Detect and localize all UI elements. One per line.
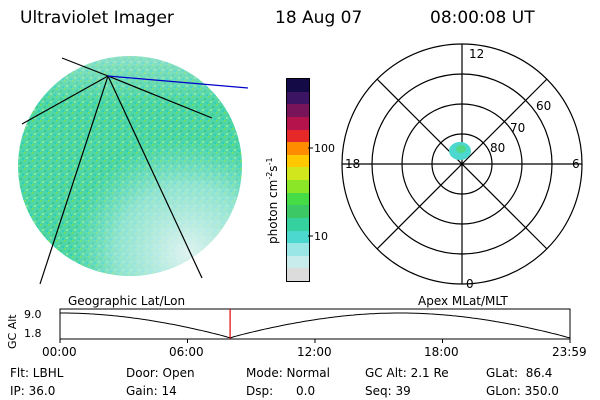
glon-info: GLon: 350.0 xyxy=(486,384,559,398)
colorbar-segment xyxy=(287,116,309,130)
alt-max-label: 9.0 xyxy=(24,308,42,321)
colorbar-segment xyxy=(287,91,309,105)
gain-info: Gain: 14 xyxy=(126,384,177,398)
time-label: 08:00:08 UT xyxy=(430,8,535,28)
colorbar-segment xyxy=(287,192,309,206)
altitude-timeline: GC Alt 9.0 1.8 xyxy=(6,308,571,349)
mlt-label-12: 12 xyxy=(469,47,484,61)
colorbar-tick-100: 100 xyxy=(314,142,335,155)
colorbar-segment xyxy=(287,142,309,155)
mlt-label-6: 6 xyxy=(572,157,580,171)
track-line xyxy=(107,75,249,89)
colorbar-segment xyxy=(287,205,309,218)
geographic-image xyxy=(18,56,249,285)
colorbar-segment xyxy=(287,230,309,244)
app-title: Ultraviolet Imager xyxy=(20,8,174,28)
unit-exp1: -2 xyxy=(265,172,274,180)
tick-0600: 06:00 xyxy=(169,345,204,359)
lat-label-70: 70 xyxy=(510,121,525,135)
mode-info: Mode: Normal xyxy=(246,366,330,380)
ip-info: IP: 36.0 xyxy=(10,384,56,398)
lat-label-80: 80 xyxy=(490,141,505,155)
colorbar-segment xyxy=(287,268,309,281)
mlt-line-diag-2 xyxy=(376,78,548,250)
dsp-info: Dsp: 0.0 xyxy=(246,384,316,398)
colorbar-tick-10: 10 xyxy=(314,230,328,243)
colorbar-segment xyxy=(287,255,309,269)
gc-alt-axis-title: GC Alt xyxy=(6,314,19,349)
colorbar-segment xyxy=(287,104,309,117)
unit-mid: s xyxy=(266,165,280,171)
svg-text:photon cm-2s-1: photon cm-2s-1 xyxy=(265,157,280,244)
unit-base: photon cm xyxy=(266,180,280,244)
geographic-label: Geographic Lat/Lon xyxy=(68,294,186,308)
colorbar xyxy=(286,78,310,282)
colorbar-segment xyxy=(287,180,309,193)
glat-info: GLat: 86.4 xyxy=(486,366,553,380)
colorbar-segment xyxy=(287,243,309,256)
altitude-curve xyxy=(60,312,571,339)
lat-label-60: 60 xyxy=(536,99,551,113)
auroral-patch-core xyxy=(456,145,466,153)
unit-exp2: -1 xyxy=(265,157,274,165)
seq-info: Seq: 39 xyxy=(365,384,411,398)
colorbar-segment xyxy=(287,154,309,168)
colorbar-ticks: 100 10 xyxy=(308,142,335,243)
uv-disk xyxy=(18,56,242,276)
colorbar-unit-label: photon cm-2s-1 xyxy=(265,157,280,244)
tick-2359: 23:59 xyxy=(552,345,587,359)
timeline-frame xyxy=(59,308,571,340)
geo-grid-lines xyxy=(21,57,213,285)
date-label: 18 Aug 07 xyxy=(275,8,363,28)
polar-plot: 12 18 6 0 60 70 80 xyxy=(341,43,583,291)
tick-1200: 12:00 xyxy=(297,345,332,359)
tick-0000: 00:00 xyxy=(42,345,77,359)
gc-alt-info: GC Alt: 2.1 Re xyxy=(365,366,449,380)
apex-label: Apex MLat/MLT xyxy=(418,294,508,308)
door-info: Door: Open xyxy=(126,366,195,380)
alt-min-label: 1.8 xyxy=(24,327,42,340)
tick-1800: 18:00 xyxy=(424,345,459,359)
colorbar-segment xyxy=(287,217,309,231)
mlt-label-18: 18 xyxy=(345,157,360,171)
colorbar-segment xyxy=(287,79,309,92)
mlt-label-0: 0 xyxy=(466,277,474,291)
colorbar-segment xyxy=(287,129,309,143)
filter-info: Flt: LBHL xyxy=(10,366,64,380)
colorbar-segment xyxy=(287,167,309,180)
